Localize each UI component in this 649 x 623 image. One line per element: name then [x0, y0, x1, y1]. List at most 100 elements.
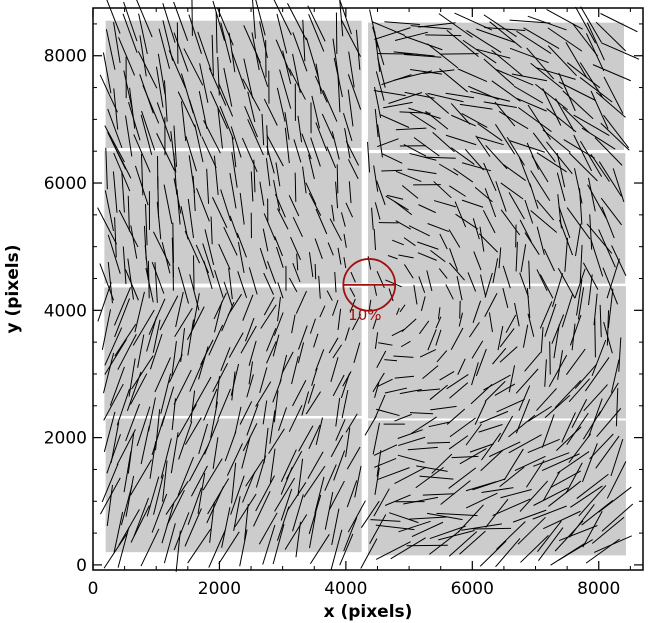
vector: [315, 349, 325, 371]
vector: [212, 437, 219, 469]
vector: [492, 498, 531, 517]
vector: [220, 22, 232, 63]
vector: [404, 53, 442, 58]
vector: [470, 90, 511, 102]
vector: [369, 514, 387, 544]
vector: [328, 337, 339, 354]
vector: [284, 127, 290, 164]
vector: [431, 453, 453, 474]
vector: [212, 363, 229, 393]
vector: [203, 119, 221, 154]
vector: [173, 125, 178, 167]
vector: [308, 14, 325, 52]
vector: [295, 521, 302, 558]
vector: [113, 287, 131, 326]
vector: [191, 0, 193, 36]
vector: [273, 0, 292, 36]
vector: [364, 415, 377, 436]
vector: [296, 253, 299, 271]
vector: [279, 69, 292, 109]
vector: [368, 299, 372, 311]
vector: [276, 506, 290, 541]
vector: [413, 284, 418, 305]
vector: [285, 450, 303, 480]
vector: [230, 363, 240, 396]
vector: [204, 229, 215, 265]
vector: [343, 257, 347, 269]
chip-8: [368, 420, 626, 556]
vector: [168, 354, 183, 383]
vector: [379, 114, 410, 128]
vector: [202, 458, 223, 491]
vector: [411, 521, 444, 538]
vector: [418, 22, 456, 28]
vector: [307, 451, 324, 479]
vector: [324, 492, 334, 530]
vector: [422, 69, 455, 75]
vector: [333, 450, 346, 481]
vector: [437, 307, 441, 320]
vector: [395, 220, 412, 230]
vector: [354, 465, 362, 498]
vector: [530, 210, 558, 233]
vector: [173, 369, 192, 405]
vector: [566, 348, 586, 375]
vector: [139, 74, 154, 114]
vector: [483, 162, 497, 192]
vector: [159, 295, 179, 331]
vector: [384, 494, 411, 506]
vector: [189, 274, 200, 311]
vector: [215, 11, 218, 54]
vector: [209, 90, 228, 129]
vector: [215, 376, 220, 409]
vector: [273, 390, 279, 423]
vector: [309, 534, 330, 564]
vector: [546, 8, 583, 30]
vector: [491, 49, 523, 77]
vector: [403, 264, 414, 279]
vector: [410, 416, 437, 435]
vector: [526, 47, 555, 80]
vector: [558, 219, 574, 256]
vector: [322, 89, 338, 122]
vector: [284, 514, 308, 550]
reference-label: 10%: [348, 306, 381, 324]
vector: [217, 56, 220, 96]
vector: [176, 22, 179, 64]
vector: [600, 197, 623, 226]
vector: [425, 93, 450, 114]
vector: [287, 482, 307, 511]
vector: [140, 153, 144, 196]
vector: [110, 422, 120, 464]
vector: [140, 528, 160, 567]
x-axis-title: x (pixels): [324, 602, 413, 622]
vector: [153, 231, 171, 266]
vector: [427, 43, 459, 69]
vector: [568, 378, 590, 403]
vector: [224, 431, 237, 462]
vector: [384, 21, 420, 25]
vector: [561, 294, 573, 328]
vector: [533, 487, 569, 506]
vector: [194, 124, 204, 163]
x-tick-label: 2000: [198, 579, 241, 599]
vector: [408, 107, 441, 119]
vector: [336, 164, 339, 194]
vector: [429, 525, 466, 540]
vector: [130, 373, 148, 405]
vector: [570, 485, 603, 508]
vector: [448, 435, 469, 450]
vector: [287, 3, 307, 41]
vector: [292, 216, 303, 238]
vector: [569, 314, 582, 346]
vector: [601, 42, 640, 60]
vector: [136, 406, 151, 447]
vector: [318, 275, 321, 299]
vector: [343, 233, 347, 248]
vector: [269, 448, 276, 483]
vector: [476, 48, 511, 59]
vector: [513, 85, 544, 104]
vector: [516, 30, 552, 54]
vector: [427, 329, 437, 351]
vector: [162, 460, 168, 502]
